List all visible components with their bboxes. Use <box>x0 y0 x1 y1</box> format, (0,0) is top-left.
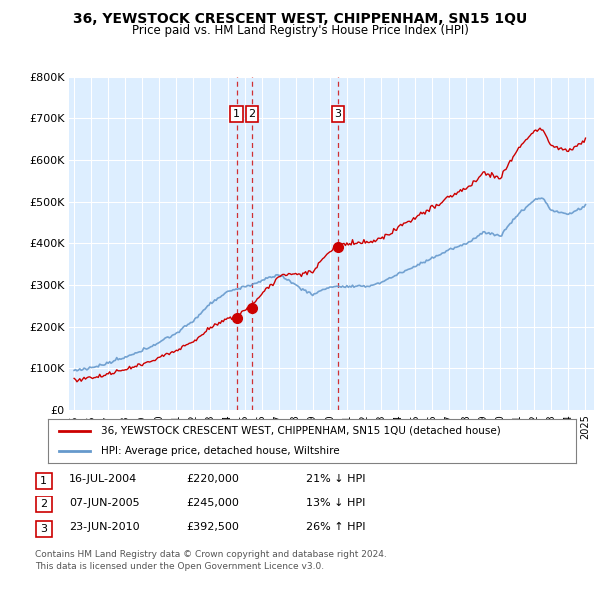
Text: 26% ↑ HPI: 26% ↑ HPI <box>306 523 365 532</box>
Text: 3: 3 <box>334 109 341 119</box>
Text: 16-JUL-2004: 16-JUL-2004 <box>69 474 137 484</box>
Text: 13% ↓ HPI: 13% ↓ HPI <box>306 498 365 507</box>
Text: £245,000: £245,000 <box>186 498 239 507</box>
Text: £392,500: £392,500 <box>186 523 239 532</box>
Text: 23-JUN-2010: 23-JUN-2010 <box>69 523 140 532</box>
Text: HPI: Average price, detached house, Wiltshire: HPI: Average price, detached house, Wilt… <box>101 446 340 456</box>
Text: Price paid vs. HM Land Registry's House Price Index (HPI): Price paid vs. HM Land Registry's House … <box>131 24 469 37</box>
Text: This data is licensed under the Open Government Licence v3.0.: This data is licensed under the Open Gov… <box>35 562 324 571</box>
Text: 21% ↓ HPI: 21% ↓ HPI <box>306 474 365 484</box>
Text: 2: 2 <box>248 109 256 119</box>
Text: 1: 1 <box>233 109 240 119</box>
Text: 2: 2 <box>40 500 47 509</box>
Text: 07-JUN-2005: 07-JUN-2005 <box>69 498 140 507</box>
Text: 1: 1 <box>40 476 47 486</box>
Text: Contains HM Land Registry data © Crown copyright and database right 2024.: Contains HM Land Registry data © Crown c… <box>35 550 386 559</box>
Text: 36, YEWSTOCK CRESCENT WEST, CHIPPENHAM, SN15 1QU (detached house): 36, YEWSTOCK CRESCENT WEST, CHIPPENHAM, … <box>101 426 500 436</box>
Text: 3: 3 <box>40 525 47 534</box>
Text: 36, YEWSTOCK CRESCENT WEST, CHIPPENHAM, SN15 1QU: 36, YEWSTOCK CRESCENT WEST, CHIPPENHAM, … <box>73 12 527 26</box>
Text: £220,000: £220,000 <box>186 474 239 484</box>
